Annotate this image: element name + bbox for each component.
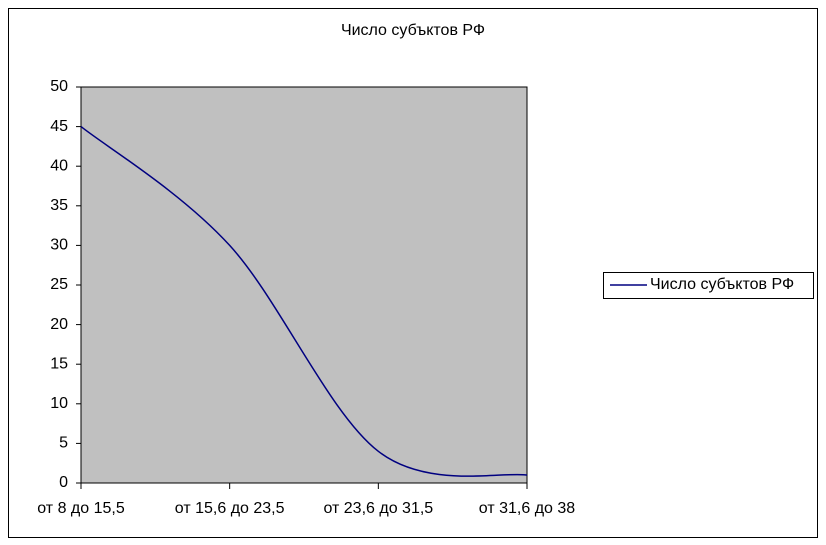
legend-label: Число субъктов РФ: [650, 276, 794, 293]
y-tick-label: 20: [50, 316, 68, 333]
x-tick-label: от 8 до 15,5: [37, 500, 125, 517]
y-tick-label: 45: [50, 118, 68, 135]
y-tick-label: 30: [50, 237, 68, 254]
y-tick-label: 50: [50, 78, 68, 95]
x-tick-label: от 31,6 до 38: [479, 500, 575, 517]
x-tick-label: от 23,6 до 31,5: [323, 500, 433, 517]
y-tick-label: 0: [59, 474, 68, 491]
x-tick-label: от 15,6 до 23,5: [175, 500, 285, 517]
data-line: [80, 126, 528, 477]
y-tick-label: 40: [50, 157, 68, 174]
y-tick-label: 35: [50, 197, 68, 214]
plot-area: [80, 86, 528, 484]
y-tick-label: 25: [50, 276, 68, 293]
y-tick-label: 5: [59, 435, 68, 452]
chart-title: Число субъктов РФ: [341, 22, 485, 39]
y-tick-label: 15: [50, 355, 68, 372]
y-tick-label: 10: [50, 395, 68, 412]
